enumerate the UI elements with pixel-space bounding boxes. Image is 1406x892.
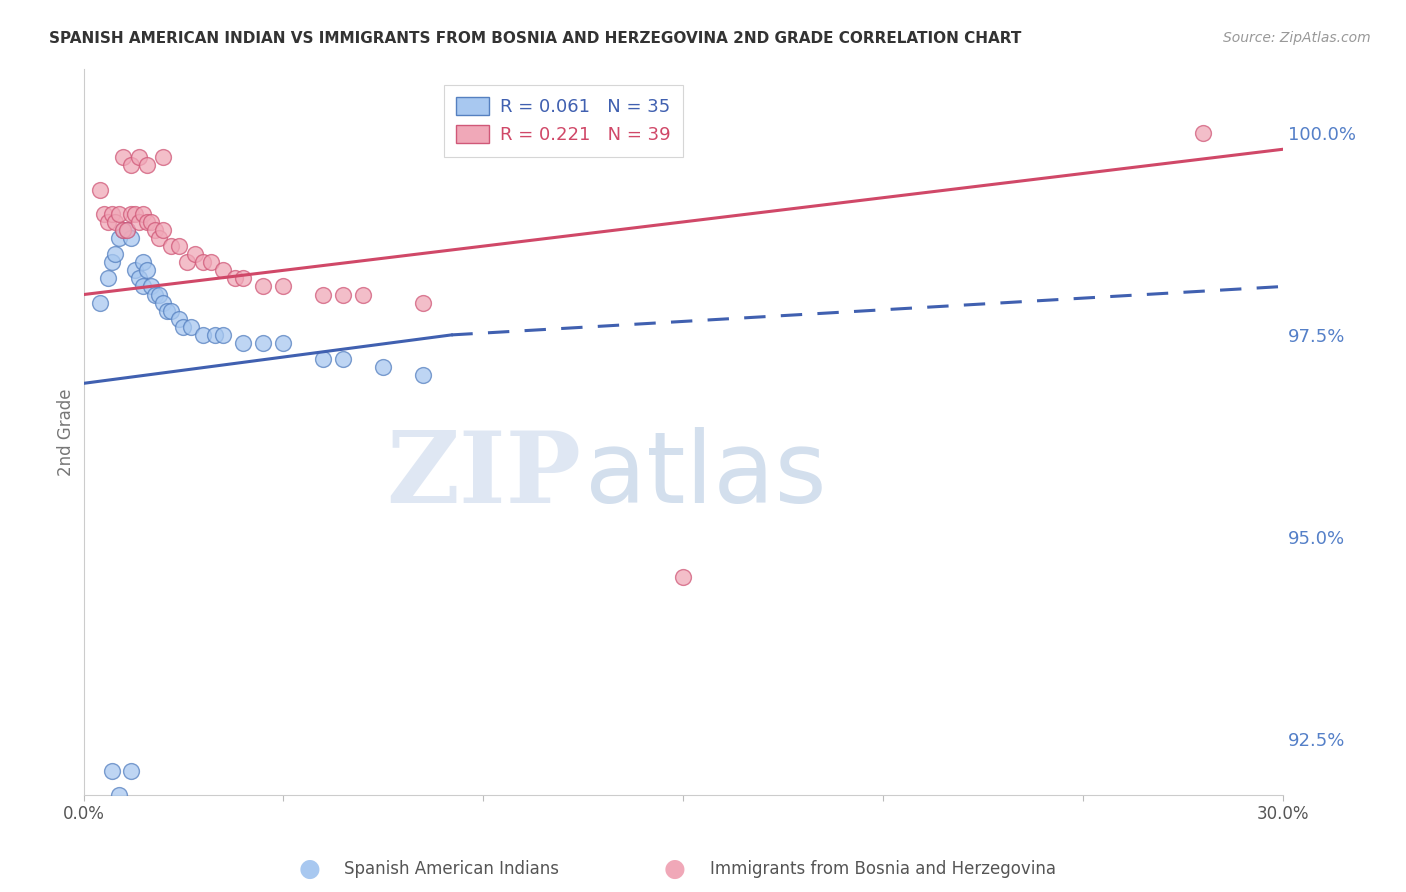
Point xyxy=(112,150,135,164)
Point xyxy=(332,352,354,367)
Point xyxy=(169,311,191,326)
Point xyxy=(232,336,254,351)
Point xyxy=(252,279,274,293)
Point xyxy=(136,263,159,277)
Point xyxy=(224,271,246,285)
Point xyxy=(124,263,146,277)
Point xyxy=(96,215,118,229)
Point xyxy=(252,336,274,351)
Point xyxy=(141,215,163,229)
Point xyxy=(212,263,235,277)
Point xyxy=(180,319,202,334)
Legend: R = 0.061   N = 35, R = 0.221   N = 39: R = 0.061 N = 35, R = 0.221 N = 39 xyxy=(444,85,683,157)
Point xyxy=(204,327,226,342)
Text: ZIP: ZIP xyxy=(387,427,581,524)
Point xyxy=(145,287,167,301)
Point xyxy=(184,247,207,261)
Point xyxy=(112,223,135,237)
Point xyxy=(152,150,174,164)
Point xyxy=(136,215,159,229)
Point xyxy=(200,255,222,269)
Point xyxy=(100,764,122,778)
Point xyxy=(152,223,174,237)
Point xyxy=(117,223,139,237)
Point xyxy=(121,231,143,245)
Point xyxy=(121,764,143,778)
Point xyxy=(128,150,150,164)
Point xyxy=(1192,126,1215,140)
Point xyxy=(152,295,174,310)
Point xyxy=(121,207,143,221)
Point xyxy=(148,231,170,245)
Point xyxy=(117,223,139,237)
Point xyxy=(156,303,179,318)
Text: ●: ● xyxy=(664,857,686,880)
Point xyxy=(176,255,198,269)
Point xyxy=(132,207,155,221)
Point xyxy=(128,215,150,229)
Point xyxy=(212,327,235,342)
Point xyxy=(128,271,150,285)
Point xyxy=(172,319,194,334)
Point xyxy=(145,223,167,237)
Point xyxy=(121,158,143,172)
Point xyxy=(100,207,122,221)
Text: SPANISH AMERICAN INDIAN VS IMMIGRANTS FROM BOSNIA AND HERZEGOVINA 2ND GRADE CORR: SPANISH AMERICAN INDIAN VS IMMIGRANTS FR… xyxy=(49,31,1022,46)
Point xyxy=(96,271,118,285)
Point xyxy=(169,239,191,253)
Point xyxy=(132,279,155,293)
Text: Spanish American Indians: Spanish American Indians xyxy=(344,860,560,878)
Y-axis label: 2nd Grade: 2nd Grade xyxy=(58,388,75,475)
Text: Immigrants from Bosnia and Herzegovina: Immigrants from Bosnia and Herzegovina xyxy=(710,860,1056,878)
Point xyxy=(100,255,122,269)
Point xyxy=(141,279,163,293)
Point xyxy=(108,207,131,221)
Point xyxy=(193,327,215,342)
Point xyxy=(132,255,155,269)
Point xyxy=(160,239,183,253)
Point xyxy=(112,223,135,237)
Point xyxy=(312,287,335,301)
Point xyxy=(232,271,254,285)
Point xyxy=(160,303,183,318)
Point xyxy=(104,247,127,261)
Point xyxy=(124,207,146,221)
Text: Source: ZipAtlas.com: Source: ZipAtlas.com xyxy=(1223,31,1371,45)
Point xyxy=(89,183,111,197)
Point xyxy=(352,287,374,301)
Point xyxy=(136,158,159,172)
Point xyxy=(148,287,170,301)
Point xyxy=(108,788,131,802)
Point xyxy=(672,570,695,584)
Point xyxy=(89,295,111,310)
Point xyxy=(332,287,354,301)
Text: ●: ● xyxy=(298,857,321,880)
Point xyxy=(412,368,434,383)
Point xyxy=(273,279,295,293)
Point xyxy=(93,207,115,221)
Point xyxy=(273,336,295,351)
Point xyxy=(412,295,434,310)
Point xyxy=(193,255,215,269)
Text: atlas: atlas xyxy=(585,427,827,524)
Point xyxy=(104,215,127,229)
Point xyxy=(108,231,131,245)
Point xyxy=(373,360,395,375)
Point xyxy=(312,352,335,367)
